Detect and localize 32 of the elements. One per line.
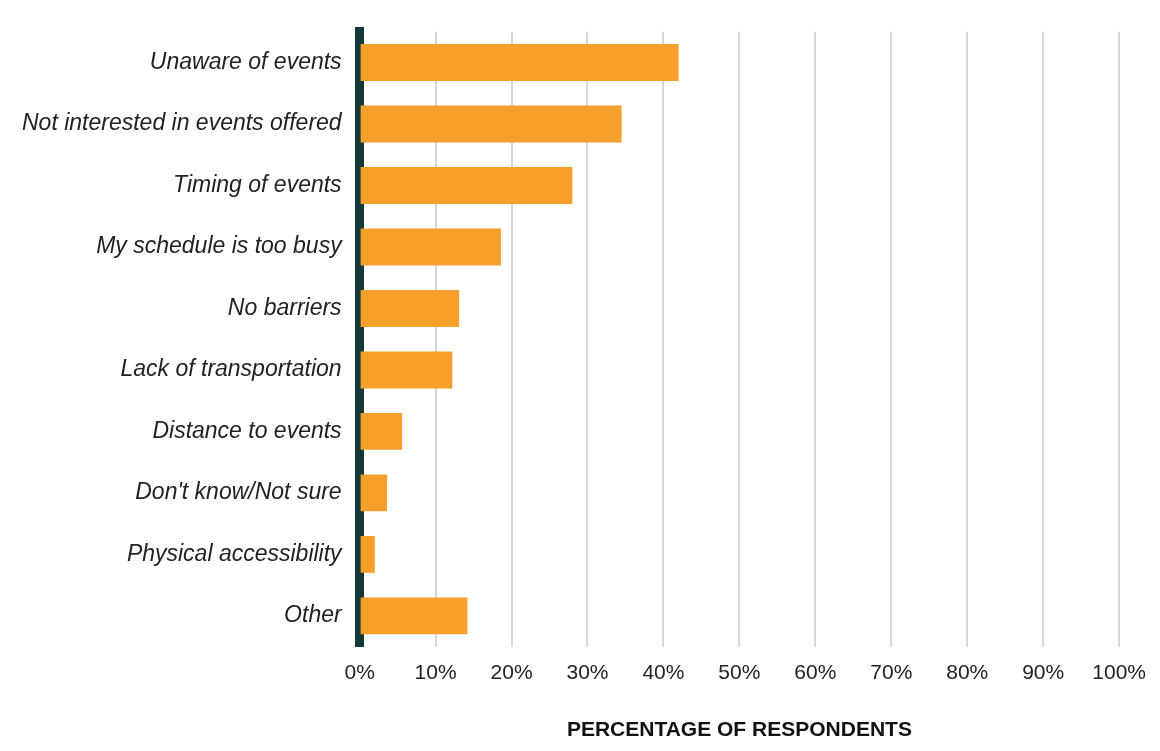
x-tick-label: 80% xyxy=(946,660,989,683)
x-tick-label: 70% xyxy=(870,660,913,683)
x-tick-label: 30% xyxy=(566,660,609,683)
bar xyxy=(360,105,622,143)
y-tick-label: Unaware of events xyxy=(149,47,343,74)
bar xyxy=(360,167,573,204)
y-tick-label: Don't know/Not sure xyxy=(135,478,342,505)
y-tick-label: My schedule is too busy xyxy=(96,232,344,259)
bar xyxy=(360,597,468,635)
y-tick-label: Timing of events xyxy=(173,170,343,197)
bar xyxy=(360,290,460,327)
x-tick-label: 20% xyxy=(490,660,533,683)
x-tick-label: 0% xyxy=(344,660,375,683)
bar xyxy=(360,44,679,81)
y-tick-label: Not interested in events offered xyxy=(21,109,343,136)
y-tick-label: No barriers xyxy=(227,293,343,320)
x-tick-label: 50% xyxy=(718,660,761,683)
bar xyxy=(360,228,501,266)
x-tick-label: 90% xyxy=(1022,660,1065,683)
x-tick-label: 60% xyxy=(794,660,837,683)
y-tick-label: Distance to events xyxy=(152,416,343,443)
x-tick-label: 10% xyxy=(414,660,457,683)
y-tick-label: Lack of transportation xyxy=(120,355,342,382)
x-tick-label: 40% xyxy=(642,660,685,683)
x-tick-label: 100% xyxy=(1092,660,1146,683)
bar xyxy=(360,535,375,573)
bar xyxy=(360,474,387,512)
x-axis-title: PERCENTAGE OF RESPONDENTS xyxy=(566,717,912,741)
y-tick-label: Other xyxy=(284,601,343,628)
bar xyxy=(360,412,403,450)
y-tick-label: Physical accessibility xyxy=(126,539,344,566)
bar xyxy=(360,351,453,389)
